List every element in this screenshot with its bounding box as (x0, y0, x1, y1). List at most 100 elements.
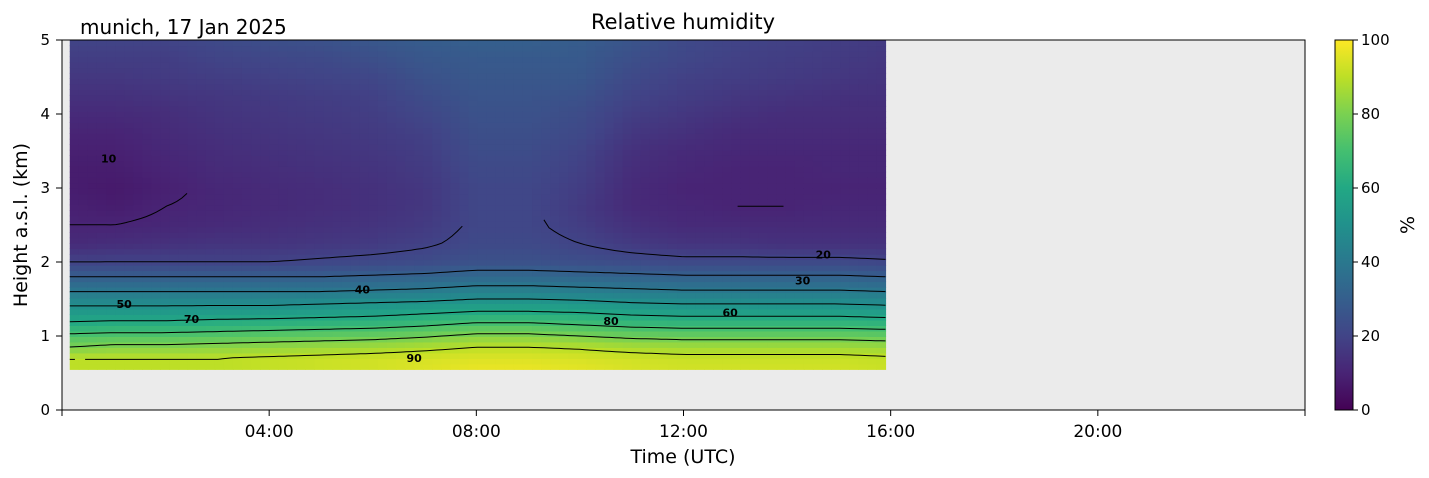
heatmap-cell (686, 45, 696, 52)
heatmap-cell (450, 341, 461, 348)
heatmap-cell (187, 297, 198, 305)
heatmap-cell (441, 330, 452, 337)
heatmap-cell (586, 193, 597, 200)
heatmap-cell (87, 297, 98, 305)
heatmap-cell (142, 199, 152, 206)
heatmap-cell (341, 67, 352, 74)
heatmap-cell (785, 265, 796, 272)
heatmap-cell (323, 193, 334, 200)
heatmap-cell (133, 336, 143, 343)
heatmap-cell (822, 303, 832, 310)
heatmap-cell (232, 193, 243, 200)
heatmap-cell (214, 347, 225, 354)
heatmap-cell (314, 303, 325, 310)
heatmap-cell (251, 292, 261, 299)
heatmap-cell (595, 221, 606, 228)
heatmap-cell (96, 352, 107, 359)
heatmap-cell (205, 177, 216, 184)
heatmap-cell (459, 61, 470, 69)
heatmap-cell (504, 358, 515, 365)
heatmap-cell (205, 248, 216, 255)
heatmap-cell (586, 138, 597, 145)
heatmap-cell (241, 303, 252, 310)
heatmap-cell (550, 347, 560, 354)
heatmap-cell (142, 50, 152, 58)
heatmap-cell (541, 160, 551, 167)
heatmap-cell (142, 149, 152, 156)
heatmap-cell (96, 40, 107, 47)
heatmap-cell (377, 138, 388, 145)
heatmap-cell (368, 78, 379, 85)
heatmap-cell (241, 199, 252, 206)
heatmap-cell (740, 50, 751, 58)
heatmap-cell (169, 347, 180, 354)
heatmap-cell (586, 166, 597, 173)
heatmap-cell (658, 352, 669, 359)
heatmap-cell (214, 319, 225, 326)
heatmap-cell (658, 133, 669, 140)
heatmap-cell (622, 314, 633, 321)
heatmap-cell (822, 341, 832, 348)
heatmap-cell (196, 270, 207, 277)
heatmap-cell (550, 330, 560, 337)
heatmap-cell (722, 138, 732, 145)
heatmap-cell (794, 193, 805, 200)
heatmap-cell (323, 325, 334, 332)
heatmap-cell (568, 232, 578, 239)
heatmap-cell (115, 160, 125, 167)
heatmap-cell (532, 40, 542, 47)
heatmap-cell (695, 160, 705, 167)
heatmap-cell (794, 215, 805, 222)
heatmap-cell (350, 67, 361, 74)
heatmap-cell (677, 341, 687, 348)
heatmap-cell (794, 83, 805, 90)
heatmap-cell (251, 325, 261, 332)
heatmap-cell (486, 204, 497, 211)
heatmap-cell (686, 160, 696, 167)
heatmap-cell (550, 138, 560, 145)
heatmap-cell (205, 127, 216, 134)
heatmap-cell (667, 341, 678, 348)
heatmap-cell (459, 182, 470, 189)
heatmap-cell (115, 133, 125, 140)
heatmap-cell (106, 45, 116, 52)
heatmap-cell (677, 182, 687, 189)
heatmap-cell (106, 199, 116, 206)
heatmap-cell (78, 281, 89, 288)
heatmap-cell (740, 232, 751, 239)
heatmap-cell (386, 56, 397, 63)
heatmap-cell (423, 232, 433, 239)
heatmap-cell (532, 94, 542, 101)
heatmap-cell (69, 237, 80, 244)
heatmap-cell (604, 243, 615, 250)
heatmap-cell (749, 105, 760, 112)
heatmap-cell (386, 276, 397, 283)
heatmap-cell (214, 237, 225, 244)
heatmap-cell (658, 45, 669, 52)
heatmap-cell (332, 45, 343, 52)
heatmap-cell (522, 166, 533, 173)
heatmap-cell (803, 341, 814, 348)
heatmap-cell (450, 254, 461, 261)
heatmap-cell (405, 78, 415, 85)
heatmap-cell (649, 182, 660, 189)
heatmap-cell (740, 363, 751, 370)
heatmap-cell (196, 83, 207, 90)
heatmap-cell (232, 259, 243, 266)
heatmap-cell (341, 116, 352, 123)
heatmap-cell (96, 319, 107, 326)
heatmap-cell (785, 45, 796, 52)
heatmap-cell (686, 171, 696, 178)
heatmap-cell (622, 127, 633, 134)
heatmap-cell (532, 72, 542, 80)
heatmap-cell (314, 56, 325, 63)
heatmap-cell (713, 94, 723, 101)
heatmap-cell (513, 122, 524, 129)
heatmap-cell (631, 40, 642, 47)
heatmap-cell (450, 144, 461, 151)
heatmap-cell (133, 270, 143, 277)
heatmap-cell (667, 330, 678, 337)
heatmap-cell (686, 83, 696, 90)
heatmap-cell (803, 94, 814, 101)
heatmap-cell (169, 155, 180, 162)
